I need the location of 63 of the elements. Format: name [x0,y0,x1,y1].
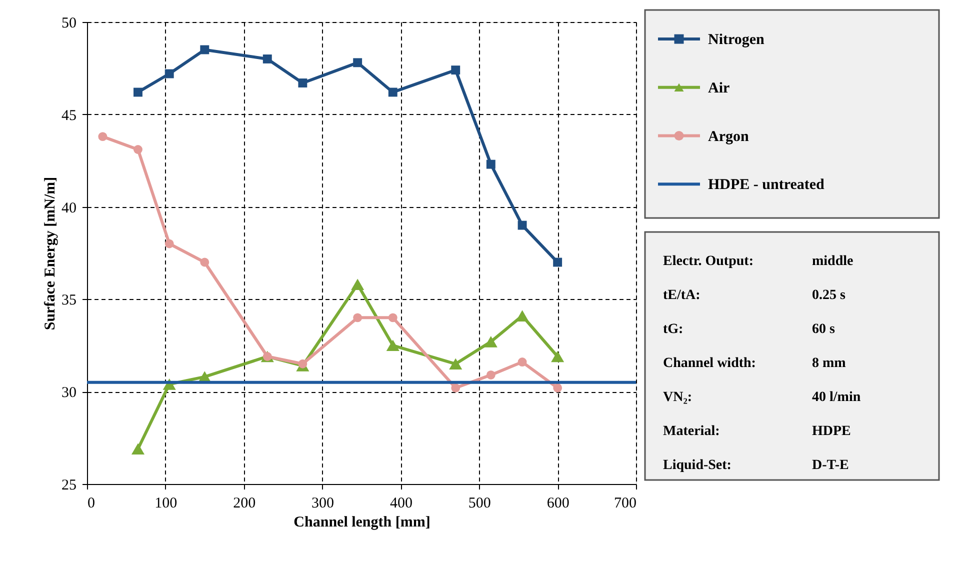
text: 40 l/min [812,390,861,405]
legend-label: Argon [708,128,750,145]
text: tE/tA: [663,288,700,303]
point [351,278,364,290]
point [451,66,460,75]
text: VN₂: [663,390,692,405]
point [262,54,272,64]
x-tick-label: 200 [233,496,256,512]
point [449,358,462,370]
y-tick-label: 25 [62,478,76,494]
x-tick-label: 400 [390,496,412,512]
y-tick-label: 35 [62,292,76,309]
point [298,78,308,88]
point [164,239,174,248]
point [134,88,142,97]
point [518,220,527,230]
point [516,310,529,322]
x-axis-title: Channel length [mm] [294,514,430,530]
x-tick-label: 600 [546,496,570,512]
point [353,58,362,68]
point [551,350,564,362]
point [388,88,398,97]
point [98,132,108,142]
point [486,160,496,169]
point [451,383,460,392]
x-tick-label: 100 [154,496,178,512]
text: Channel width: [663,356,756,371]
point [553,258,562,267]
legend-label: Air [708,80,730,96]
x-tick-label: 0 [88,496,95,512]
y-tick-label: 45 [62,108,76,124]
text: Liquid-Set: [663,458,732,473]
legend-label: HDPE - untreated [708,177,826,194]
y-axis-title: Surface Energy [mN/m] [42,176,58,330]
point [353,313,362,322]
text: Material: [663,424,720,439]
legend-label: Nitrogen [708,32,766,48]
text: tG: [663,322,684,337]
point [131,443,144,455]
text: 60 s [812,322,836,337]
y-tick-label: 40 [62,200,76,216]
x-tick-label: 700 [614,496,636,512]
point [200,45,210,54]
text: D-T-E [812,458,849,473]
text: middle [812,254,854,269]
text: 8 mm [812,356,846,371]
point [298,359,308,368]
x-tick-label: 500 [468,496,491,512]
y-tick-label: 50 [62,16,76,32]
point [486,370,496,380]
point [386,340,400,352]
point [200,258,210,267]
point [518,358,527,366]
point [164,69,174,78]
x-tick-label: 300 [312,496,334,512]
text: HDPE [812,424,851,439]
y-tick-label: 30 [62,385,76,402]
point [484,336,498,348]
point [388,313,398,322]
point [553,383,562,392]
text: Electr. Output: [663,254,754,269]
text: 0.25 s [812,288,846,303]
point [134,145,142,154]
